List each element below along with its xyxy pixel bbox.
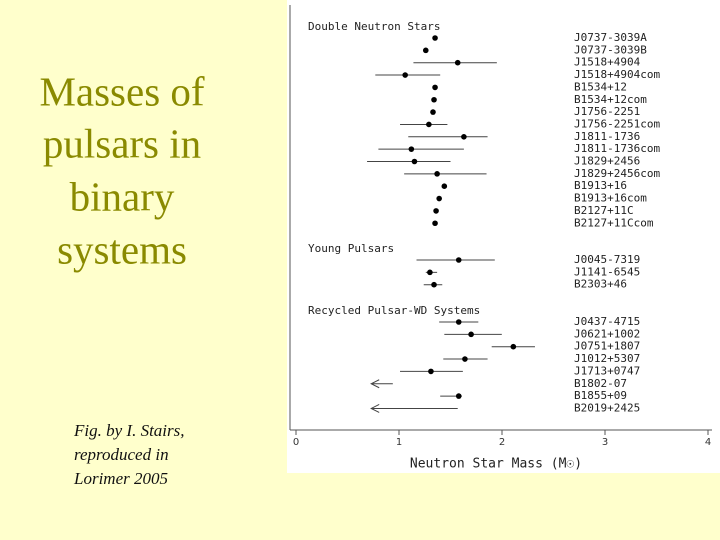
x-tick-label: 0 <box>293 437 299 448</box>
mass-point <box>454 59 461 66</box>
row-label: B1534+12com <box>574 93 647 106</box>
slide-title-line: pulsars in <box>43 120 201 166</box>
mass-point <box>510 343 517 350</box>
row-label: J1829+2456 <box>574 155 640 168</box>
slide-title-line: systems <box>57 226 187 272</box>
mass-point <box>461 134 467 140</box>
row-label: J1518+4904com <box>574 68 660 81</box>
slide-title-line: binary <box>70 173 175 219</box>
row-label: J0737-3039B <box>574 43 647 56</box>
row-label: J0621+1002 <box>574 327 640 340</box>
caption-line: Fig. by I. Stairs, <box>73 421 185 440</box>
caption-line: reproduced in <box>74 445 169 464</box>
mass-point <box>433 208 439 214</box>
mass-point <box>434 171 440 177</box>
mass-point <box>436 195 442 202</box>
mass-point <box>455 393 462 399</box>
slide-title-line: Masses of <box>39 68 204 114</box>
chart-background <box>287 0 720 473</box>
x-tick-label: 2 <box>499 437 505 448</box>
row-label: J1756-2251com <box>574 117 660 130</box>
upper-limit-arrow <box>370 379 393 389</box>
row-label: J1811-1736 <box>574 130 640 143</box>
mass-point <box>408 146 415 152</box>
mass-point <box>411 158 418 165</box>
caption-line: Lorimer 2005 <box>73 469 168 488</box>
mass-point <box>432 220 438 227</box>
x-tick-label: 4 <box>705 437 711 448</box>
row-label: J0437-4715 <box>574 315 640 328</box>
mass-point <box>430 109 436 115</box>
row-label: B1913+16com <box>574 192 647 205</box>
mass-point <box>426 121 432 128</box>
x-axis-title: Neutron Star Mass (M☉) <box>410 457 582 472</box>
mass-point <box>402 72 408 78</box>
row-label: J1713+0747 <box>574 364 640 377</box>
row-label: J1829+2456com <box>574 167 660 180</box>
x-tick-label: 3 <box>602 437 608 448</box>
mass-point <box>462 356 468 362</box>
group-header: Recycled Pulsar-WD Systems <box>308 304 480 317</box>
mass-point <box>427 269 433 276</box>
row-label: B2019+2425 <box>574 401 640 414</box>
mass-point <box>432 35 438 41</box>
row-label: J1811-1736com <box>574 142 660 155</box>
upper-limit-arrow <box>370 404 458 413</box>
mass-point <box>441 183 448 189</box>
row-label: J1756-2251 <box>574 105 640 118</box>
mass-point <box>455 257 462 263</box>
row-label: B1855+09 <box>574 389 627 402</box>
row-label: B1802-07 <box>574 377 627 390</box>
row-label: J0045-7319 <box>574 253 640 266</box>
row-label: J0737-3039A <box>574 31 647 44</box>
mass-point <box>422 47 429 54</box>
mass-point <box>455 319 462 325</box>
row-label: B2127+11C <box>574 204 634 217</box>
row-label: J1518+4904 <box>574 56 641 69</box>
group-header: Double Neutron Stars <box>308 20 440 33</box>
row-label: J1012+5307 <box>574 352 640 365</box>
mass-point <box>428 368 434 375</box>
mass-point <box>468 331 474 338</box>
mass-point <box>431 96 437 103</box>
x-tick-label: 1 <box>396 437 402 448</box>
row-label: B1534+12 <box>574 80 627 93</box>
mass-point <box>431 281 437 288</box>
mass-point <box>432 84 438 91</box>
row-label: B1913+16 <box>574 179 627 192</box>
row-label: B2303+46 <box>574 278 627 291</box>
group-header: Young Pulsars <box>308 242 394 255</box>
row-label: J0751+1807 <box>574 340 640 353</box>
row-label: B2127+11Ccom <box>574 216 654 229</box>
chart: 0 1 2 3 4 Neutron Star Mass (M☉) Double Neutro… <box>289 5 712 472</box>
row-label: J1141-6545 <box>574 265 640 278</box>
